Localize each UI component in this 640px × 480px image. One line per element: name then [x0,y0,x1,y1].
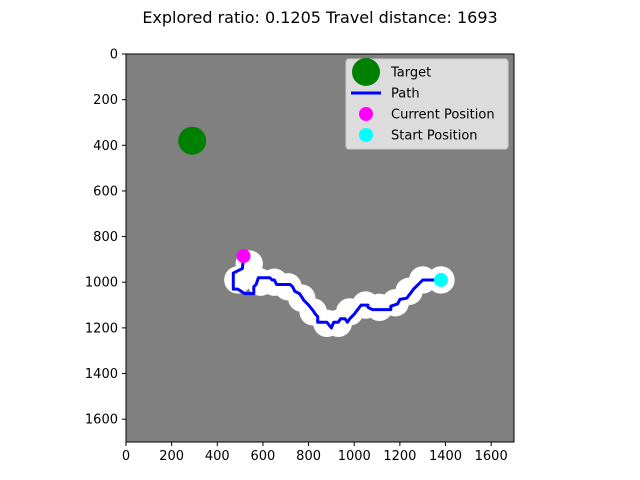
legend-target-label: Target [390,66,431,81]
x-tick-label: 1000 [338,449,371,464]
y-tick-label: 200 [93,93,118,108]
start-position-marker [433,272,448,287]
target-marker [178,126,207,155]
axes-frame [125,53,515,443]
path-layer [231,254,443,330]
x-axis: 0 200 400 600 800 1000 1200 1400 1600 [122,442,508,464]
y-tick-label: 400 [93,139,118,154]
legend-current-position-label: Current Position [391,108,495,123]
y-tick-label: 1200 [85,321,118,336]
x-tick-label: 1400 [429,449,462,464]
legend-target-swatch [352,58,380,86]
chart-title: Explored ratio: 0.1205 Travel distance: … [142,8,497,27]
x-tick-label: 1600 [475,449,508,464]
legend-start-position-label: Start Position [391,129,478,144]
x-tick-label: 0 [122,449,130,464]
current-position-marker [236,248,251,263]
x-tick-label: 400 [205,449,230,464]
x-tick-label: 600 [251,449,276,464]
legend: Target Path Current Position Start Position [345,58,509,150]
legend-box [345,58,509,150]
x-tick-label: 200 [159,449,184,464]
legend-path-label: Path [391,87,420,102]
x-tick-label: 800 [296,449,321,464]
y-tick-label: 1400 [85,367,118,382]
y-tick-label: 1000 [85,276,118,291]
y-tick-label: 800 [93,230,118,245]
marker-layer [178,126,448,287]
legend-start-position-swatch [359,128,373,142]
y-axis: 0 200 400 600 800 1000 1200 1400 1600 [85,48,126,428]
y-tick-label: 600 [93,184,118,199]
legend-current-position-swatch [359,107,373,121]
y-tick-label: 1600 [85,413,118,428]
x-tick-label: 1200 [383,449,416,464]
path-line [231,254,443,330]
y-tick-label: 0 [110,48,118,63]
